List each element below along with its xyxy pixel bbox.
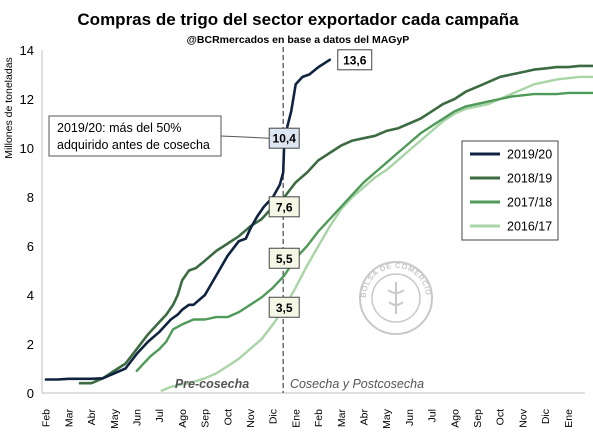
legend-box (461, 140, 559, 241)
series-line-2018-19 (78, 64, 593, 385)
data-label-box (268, 247, 300, 269)
chart-title: Compras de trigo del sector exportador c… (77, 10, 519, 29)
y-axis-label: Millones de toneladas (3, 57, 15, 159)
y-tick-label: 12 (20, 92, 34, 107)
seal-caduceus-icon (387, 282, 405, 314)
chart-subtitle: @BCRmercados en base a datos del MAGyP (187, 34, 410, 46)
y-tick-label: 10 (20, 141, 34, 156)
x-tick-label: Feb (313, 409, 325, 427)
x-tick-label: Jun (404, 409, 416, 426)
y-tick-label: 14 (20, 43, 34, 58)
data-label: 13,6 (343, 53, 367, 67)
data-label: 7,6 (276, 200, 293, 214)
data-label-box (268, 296, 300, 318)
y-tick-label: 4 (27, 288, 34, 303)
x-tick-label: Sep (472, 409, 484, 428)
x-tick-label: Nov (245, 408, 257, 427)
x-tick-label: May (381, 408, 393, 429)
x-tick-label: Mar (63, 409, 75, 428)
x-tick-label: Dic (268, 409, 280, 424)
x-tick-label: Ene (563, 409, 575, 428)
x-tick-label: Jul (427, 409, 439, 422)
series-line-2019-20 (44, 58, 332, 381)
data-label: 10,4 (273, 132, 297, 146)
series-line-2016-17 (160, 75, 593, 392)
pre-harvest-label: Pre-cosecha (175, 377, 249, 391)
data-label: 5,5 (276, 252, 293, 266)
callout-text: 2019/20: más del 50% (57, 121, 181, 135)
data-label-box (337, 49, 373, 71)
x-tick-label: Sep (200, 409, 212, 428)
y-tick-label: 2 (27, 337, 34, 352)
x-tick-label: Oct (495, 409, 507, 425)
legend-label: 2018/19 (507, 172, 552, 186)
x-tick-label: Nov (517, 408, 529, 427)
data-label-box (268, 196, 300, 218)
x-tick-label: Abr (358, 409, 370, 426)
axes: 0 2 4 6 8 10 12 14 Feb Mar Abr May Jun Jul Ago Sep Oct No… (20, 43, 585, 429)
seal-outer-ring (359, 261, 433, 335)
data-label: 3,5 (276, 301, 293, 315)
x-tick-label: Mar (336, 409, 348, 428)
x-tick-label: Abr (86, 409, 98, 426)
y-tick-label: 0 (27, 386, 34, 401)
x-tick-label: Jun (131, 409, 143, 426)
y-tick-label: 6 (27, 239, 34, 254)
x-tick-label: May (109, 408, 121, 429)
legend-label: 2019/20 (507, 148, 552, 162)
x-tick-label: Ago (449, 409, 461, 428)
x-tick-label: Feb (41, 409, 53, 427)
data-labels: 13,6 10,4 7,6 5,5 3,5 (268, 49, 373, 318)
annotations: 2019/20: más del 50% adquirido antes de c… (48, 115, 424, 391)
seal-inner-ring (371, 273, 421, 323)
callout-box (48, 115, 222, 157)
legend-label: 2017/18 (507, 196, 552, 210)
legend-label: 2016/17 (507, 220, 552, 234)
x-tick-label: Ago (177, 409, 189, 428)
x-tick-label: Dic (540, 409, 552, 424)
x-tick-label: Jul (154, 409, 166, 422)
series-lines (44, 58, 593, 392)
legend: 2019/20 2018/19 2017/18 2016/17 (461, 140, 559, 241)
x-tick-label: Oct (222, 409, 234, 425)
callout-text: adquirido antes de cosecha (57, 138, 210, 152)
series-line-2017-18 (135, 91, 593, 373)
x-tick-label: Ene (290, 409, 302, 428)
callout-connector (220, 135, 270, 139)
post-harvest-label: Cosecha y Postcosecha (290, 377, 424, 391)
y-tick-label: 8 (27, 190, 34, 205)
